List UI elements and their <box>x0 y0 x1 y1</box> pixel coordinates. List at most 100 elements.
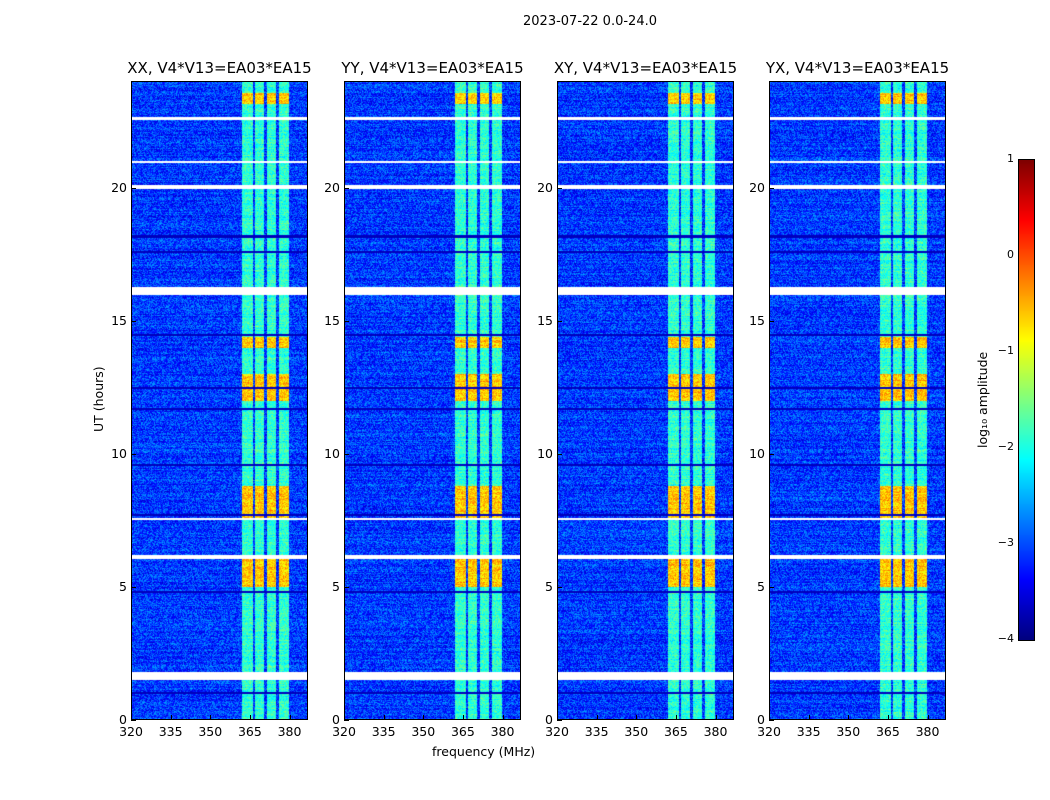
panel-title: YX, V4*V13=EA03*EA15 <box>765 59 950 77</box>
y-tick-label: 0 <box>757 712 765 727</box>
y-tick-mark <box>344 453 349 455</box>
y-tick-mark <box>344 586 349 588</box>
x-tick-mark <box>131 715 132 720</box>
x-tick-label: 320 <box>119 724 143 739</box>
x-tick-mark <box>170 715 172 720</box>
colorbar-gradient <box>1019 160 1034 640</box>
y-tick-label: 0 <box>332 712 340 727</box>
y-tick-label: 5 <box>119 578 127 594</box>
y-tick-mark <box>131 586 136 588</box>
x-tick-label: 365 <box>663 724 688 739</box>
x-tick-mark <box>249 715 251 720</box>
x-tick-mark <box>344 715 345 720</box>
x-tick-mark <box>502 715 504 720</box>
spectrogram-panel <box>344 81 521 720</box>
y-tick-label: 10 <box>324 445 340 461</box>
x-tick-label: 350 <box>411 724 436 739</box>
colorbar-tick-label: 0 <box>1007 248 1014 261</box>
y-tick-mark <box>344 320 349 322</box>
x-tick-label: 320 <box>545 724 569 739</box>
colorbar-tick-label: −1 <box>997 344 1014 357</box>
x-tick-mark <box>289 715 291 720</box>
y-tick-label: 5 <box>545 578 553 594</box>
x-axis-label: frequency (MHz) <box>432 744 536 759</box>
x-tick-mark <box>769 715 770 720</box>
x-tick-label: 335 <box>796 724 821 739</box>
x-tick-label: 380 <box>490 724 515 739</box>
spectrogram-image <box>770 82 945 719</box>
spectrogram-panel <box>131 81 308 720</box>
spectrogram-image <box>558 82 733 719</box>
x-tick-mark <box>557 715 558 720</box>
y-tick-mark <box>344 720 349 721</box>
y-tick-mark <box>769 586 774 588</box>
y-tick-mark <box>769 720 774 721</box>
y-tick-label: 15 <box>537 312 553 328</box>
x-tick-label: 380 <box>915 724 940 739</box>
spectrogram-image <box>345 82 520 719</box>
x-tick-label: 335 <box>584 724 609 739</box>
colorbar <box>1018 159 1035 641</box>
x-tick-label: 380 <box>277 724 302 739</box>
y-tick-label: 20 <box>749 179 765 195</box>
y-tick-mark <box>557 320 562 322</box>
x-tick-mark <box>927 715 929 720</box>
x-tick-label: 350 <box>198 724 223 739</box>
spectrogram-panel <box>769 81 946 720</box>
x-tick-mark <box>887 715 889 720</box>
spectrogram-panel <box>557 81 734 720</box>
y-tick-mark <box>131 320 136 322</box>
y-tick-label: 5 <box>332 578 340 594</box>
x-tick-mark <box>423 715 425 720</box>
x-tick-mark <box>675 715 677 720</box>
colorbar-tick-label: −3 <box>997 536 1014 549</box>
x-tick-label: 335 <box>371 724 396 739</box>
y-tick-label: 15 <box>749 312 765 328</box>
colorbar-tick-label: −2 <box>997 440 1014 453</box>
x-tick-label: 320 <box>757 724 781 739</box>
x-tick-mark <box>210 715 212 720</box>
y-tick-label: 5 <box>757 578 765 594</box>
x-tick-mark <box>383 715 385 720</box>
y-tick-label: 15 <box>324 312 340 328</box>
y-tick-label: 15 <box>111 312 127 328</box>
y-tick-mark <box>557 187 562 189</box>
y-tick-mark <box>557 453 562 455</box>
x-tick-label: 365 <box>875 724 900 739</box>
x-tick-mark <box>462 715 464 720</box>
spectrogram-image <box>132 82 307 719</box>
colorbar-tick-label: −4 <box>997 632 1014 645</box>
x-tick-mark <box>808 715 810 720</box>
x-tick-label: 350 <box>836 724 861 739</box>
y-tick-mark <box>557 720 562 721</box>
x-tick-label: 320 <box>332 724 356 739</box>
y-axis-label: UT (hours) <box>91 366 106 432</box>
figure-title: 2023-07-22 0.0-24.0 <box>523 14 657 29</box>
y-tick-mark <box>769 187 774 189</box>
y-tick-label: 0 <box>119 712 127 727</box>
panel-title: XY, V4*V13=EA03*EA15 <box>553 59 738 77</box>
y-tick-mark <box>131 453 136 455</box>
y-tick-mark <box>557 586 562 588</box>
y-tick-label: 10 <box>749 445 765 461</box>
x-tick-mark <box>715 715 717 720</box>
y-tick-mark <box>344 187 349 189</box>
x-tick-mark <box>848 715 850 720</box>
y-tick-mark <box>769 453 774 455</box>
y-tick-label: 0 <box>545 712 553 727</box>
colorbar-tick-label: 1 <box>1007 152 1014 165</box>
x-tick-label: 380 <box>703 724 728 739</box>
y-tick-mark <box>769 320 774 322</box>
y-tick-mark <box>131 187 136 189</box>
y-tick-label: 20 <box>111 179 127 195</box>
y-tick-label: 10 <box>537 445 553 461</box>
y-tick-mark <box>131 720 136 721</box>
x-tick-mark <box>636 715 638 720</box>
x-tick-mark <box>596 715 598 720</box>
y-tick-label: 20 <box>537 179 553 195</box>
x-tick-label: 350 <box>624 724 649 739</box>
y-tick-label: 10 <box>111 445 127 461</box>
x-tick-label: 335 <box>158 724 183 739</box>
panel-title: XX, V4*V13=EA03*EA15 <box>127 59 312 77</box>
x-tick-label: 365 <box>237 724 262 739</box>
